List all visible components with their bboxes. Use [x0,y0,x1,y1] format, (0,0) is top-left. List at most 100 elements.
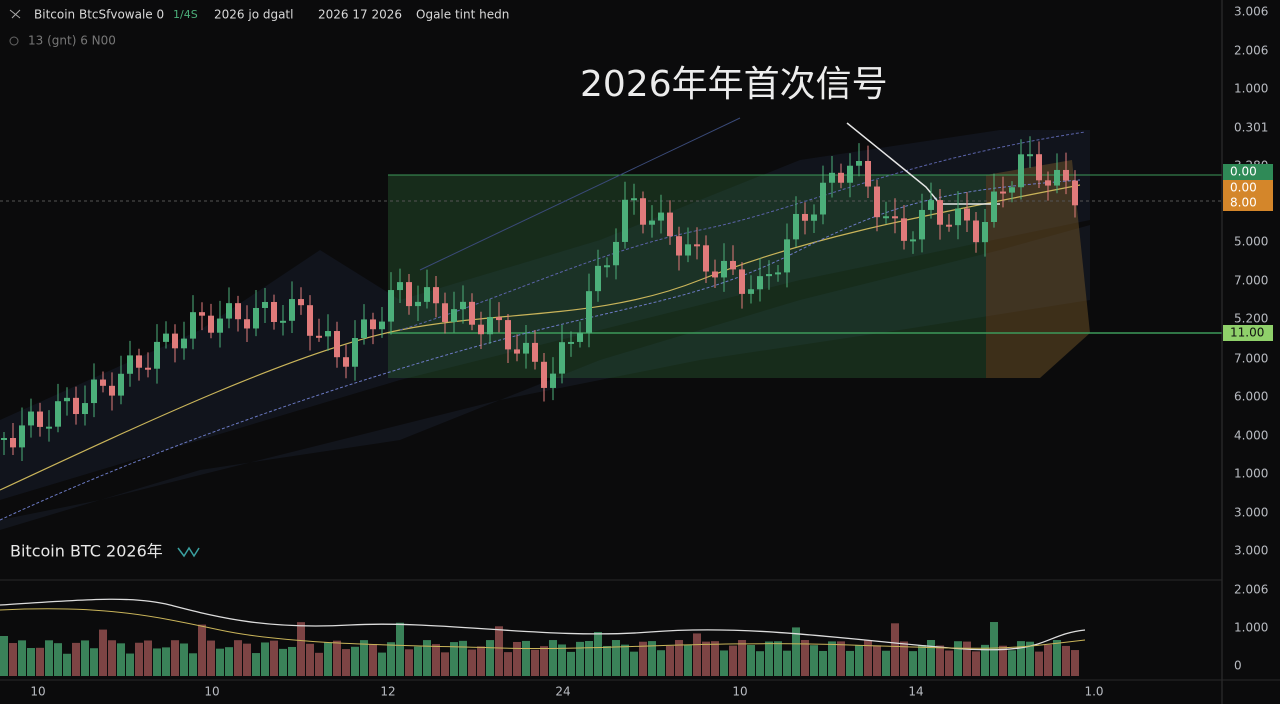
volume-bar [549,640,557,676]
volume-bar [909,651,917,676]
volume-bar [90,648,98,676]
volume-bar [495,626,503,676]
volume-bar [891,623,899,676]
price-tag-label: 8.00 [1230,196,1257,210]
volume-bar [648,641,656,676]
candle [379,321,385,330]
candle [307,305,313,336]
candle [928,200,934,210]
volume-bar [261,642,269,676]
candle [1045,180,1051,186]
candle [46,426,52,429]
candle [64,397,70,402]
volume-bar [675,640,683,676]
price-axis-label: 7.000 [1234,274,1268,288]
price-axis-label: 3.000 [1234,544,1268,558]
icon [9,36,19,46]
volume-bar [99,629,107,676]
volume-bar [9,643,17,676]
volume-bar [1035,651,1043,676]
header-item: Bitcoin BtcSfvowale 0 [34,8,164,22]
volume-bar [189,653,197,676]
volume-bar [738,640,746,676]
volume-bar [981,644,989,676]
price-axis-label: 6.000 [1234,390,1268,404]
price-axis-label: 3.006 [1234,5,1268,19]
candle [415,301,421,307]
volume-bar [513,641,521,676]
time-axis-label: 14 [908,685,923,699]
price-axis-label: 3.000 [1234,506,1268,520]
candle [316,335,322,338]
volume-bar [297,622,305,676]
candle [856,160,862,166]
candle [838,172,844,183]
candle [208,315,214,333]
ma-line [0,184,1081,491]
volume-bar [846,650,854,676]
volume-bar [774,641,782,676]
candle [19,425,25,448]
volume-bar [711,641,719,676]
candle [433,287,439,304]
candle [217,318,223,333]
volume-bar [333,640,341,676]
candle [82,403,88,415]
volume-bar [639,641,647,676]
candle [901,218,907,241]
candle [37,411,43,427]
volume-bar [171,640,179,676]
candle [1027,154,1033,157]
candle [766,274,772,277]
candle [910,239,916,242]
volume-bar [828,641,836,676]
volume-bar [522,640,530,676]
volume-bar [1017,641,1025,676]
volume-bar [1026,641,1034,676]
volume-bar [702,641,710,676]
price-tag-label: 11.00 [1230,326,1264,340]
volume-bar [216,648,224,676]
candle [154,341,160,369]
candle [946,224,952,227]
volume-bar [459,640,467,676]
volume-bar [27,648,35,676]
candle [721,260,727,278]
volume-axis-label: 0 [1234,659,1242,673]
candle [658,212,664,221]
volume-bar [432,644,440,676]
volume-bar [135,642,143,676]
volume-bar [621,644,629,676]
candle [820,182,826,215]
volume-bar [684,644,692,676]
candle [577,332,583,342]
candle [865,160,871,187]
volume-bar [288,646,296,676]
candle [991,191,997,223]
volume-bar [531,649,539,676]
volume-bar [567,651,575,676]
volume-bar [468,649,476,676]
volume-bar [576,641,584,676]
candle [460,301,466,310]
volume-bar [837,641,845,676]
volume-bar [117,643,125,676]
candle [595,265,601,292]
volume [0,622,1079,676]
candle [361,319,367,339]
series-label: Bitcoin BTC 2026年 [10,542,163,561]
candle [406,282,412,307]
time-axis-label: 1.0 [1084,685,1103,699]
volume-bar [936,645,944,676]
volume-bar [810,645,818,676]
price-tag [1223,164,1273,180]
candle [262,301,268,308]
time-axis-label: 10 [30,685,45,699]
volume-bar [612,640,620,676]
volume-bar [927,640,935,676]
indicator-line [0,608,1086,650]
price-axis-label: 1.000 [1234,82,1268,96]
candle [73,397,79,415]
